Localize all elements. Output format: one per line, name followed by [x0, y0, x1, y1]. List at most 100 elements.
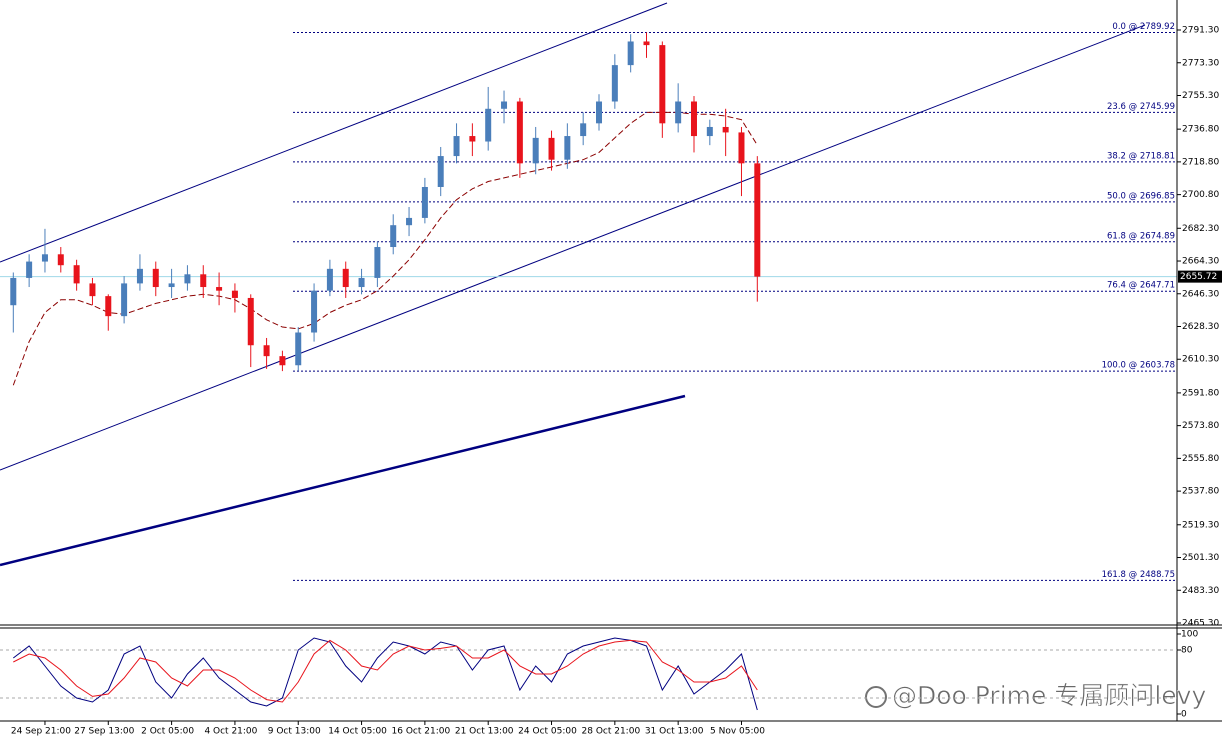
candle-body [690, 101, 697, 137]
y-tick-label: 2537.80 [1182, 487, 1219, 497]
candle-body [358, 277, 365, 288]
candle-body [516, 101, 523, 164]
candle-body [152, 268, 159, 288]
x-tick-label: 21 Oct 13:00 [455, 727, 514, 737]
y-tick-label: 2664.30 [1182, 257, 1219, 267]
y-tick-label: 2718.80 [1182, 157, 1219, 167]
candle-body [564, 136, 571, 160]
fib-label: 0.0 @ 2789.92 [1112, 22, 1175, 32]
y-tick-label: 2628.30 [1182, 322, 1219, 332]
y-tick-label: 2736.80 [1182, 125, 1219, 135]
plot [0, 2, 1177, 581]
moving-average [12, 111, 758, 386]
fib-label: 161.8 @ 2488.75 [1102, 570, 1175, 580]
stoch-line [12, 637, 758, 711]
y-tick-label: 2700.80 [1182, 190, 1219, 200]
x-tick-label: 9 Oct 13:00 [268, 727, 321, 737]
fib-label: 61.8 @ 2674.89 [1107, 231, 1175, 241]
candle-body [675, 101, 682, 124]
candle-body [10, 277, 17, 306]
candle-body [485, 108, 492, 142]
watermark-logo [865, 686, 887, 708]
y-tick-label: 2501.30 [1182, 553, 1219, 563]
x-tick-label: 4 Oct 21:00 [204, 727, 257, 737]
candle-body [706, 126, 713, 137]
y-tick-label: 2791.30 [1182, 26, 1219, 36]
candle-body [532, 137, 539, 164]
candle-body [26, 261, 33, 278]
candle-body [390, 225, 397, 248]
y-tick-label: 2465.30 [1182, 618, 1219, 628]
channel-upper [0, 2, 668, 263]
candle-body [738, 132, 745, 164]
y-tick-label: 2573.80 [1182, 421, 1219, 431]
candle-body [437, 156, 444, 187]
candle-body [136, 268, 143, 284]
fib-label: 38.2 @ 2718.81 [1107, 151, 1175, 161]
candle-body [548, 137, 555, 160]
logo [865, 686, 887, 708]
x-tick-label: 16 Oct 21:00 [392, 727, 451, 737]
x-tick-label: 14 Oct 05:00 [328, 727, 387, 737]
candle-body [611, 65, 618, 102]
candle-body [311, 290, 318, 333]
y-tick-label: 2519.30 [1182, 520, 1219, 530]
candle-body [754, 163, 761, 277]
x-tick-label: 24 Sep 21:00 [11, 727, 71, 737]
candle-body [121, 283, 128, 317]
candle-body [200, 274, 207, 288]
stoch-tick-label: 100 [1181, 630, 1198, 640]
x-tick-label: 2 Oct 05:00 [141, 727, 194, 737]
candle-body [279, 356, 286, 366]
y-tick-label: 2773.30 [1182, 58, 1219, 68]
candle-body [168, 283, 175, 288]
candle-body [247, 297, 254, 346]
candle-body [406, 217, 413, 226]
candle-body [374, 247, 381, 278]
candle-body [184, 274, 191, 284]
stoch-line [13, 639, 758, 703]
candle-body [580, 123, 587, 137]
candle-body [627, 41, 634, 66]
stoch-tick-label: 0 [1181, 710, 1187, 720]
candle-body [57, 254, 64, 266]
candle-body [501, 101, 508, 109]
candle-body [295, 332, 302, 366]
candle-body [469, 136, 476, 142]
y-tick-label: 2682.30 [1182, 224, 1219, 234]
x-tick-label: 24 Oct 05:00 [518, 727, 577, 737]
x-tick-label: 31 Oct 13:00 [645, 727, 704, 737]
y-tick-label: 2610.30 [1182, 355, 1219, 365]
candle-body [263, 345, 270, 357]
stoch-tick-label: 80 [1181, 646, 1193, 656]
watermark: @Doo Prime 专属顾问levy [892, 681, 1206, 710]
y-tick-label: 2483.30 [1182, 586, 1219, 596]
candle-body [105, 296, 112, 317]
candle-body [89, 283, 96, 297]
y-tick-label: 2755.30 [1182, 91, 1219, 101]
fib-label: 76.4 @ 2647.71 [1107, 281, 1175, 291]
candle-body [722, 126, 729, 133]
candle-body [342, 268, 349, 288]
channel-lower [0, 24, 1146, 471]
candle-body [596, 101, 603, 124]
last-price-label: 2655.72 [1180, 272, 1217, 282]
trendline [0, 394, 686, 567]
candle-body [231, 290, 238, 298]
y-tick-label: 2555.80 [1182, 454, 1219, 464]
candle-body [216, 287, 223, 291]
fib-label: 50.0 @ 2696.85 [1107, 191, 1175, 201]
candle-body [421, 186, 428, 218]
candle-body [326, 268, 333, 291]
x-tick-label: 28 Oct 21:00 [582, 727, 641, 737]
x-tick-label: 5 Nov 05:00 [710, 727, 765, 737]
candle-body [453, 136, 460, 157]
fib-label: 100.0 @ 2603.78 [1102, 361, 1175, 371]
candle-body [41, 254, 48, 262]
candle-body [643, 41, 650, 46]
y-tick-label: 2646.30 [1182, 289, 1219, 299]
candle-body [659, 45, 666, 124]
y-tick-label: 2591.80 [1182, 388, 1219, 398]
fib-label: 23.6 @ 2745.99 [1107, 102, 1175, 112]
